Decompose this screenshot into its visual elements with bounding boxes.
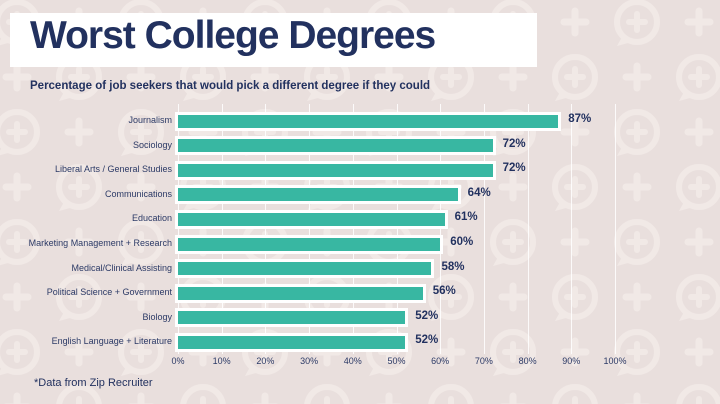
x-tick-label: 90% [562, 356, 581, 366]
bar-value: 56% [432, 285, 456, 298]
bar-value: 64% [467, 186, 491, 199]
bar-value: 72% [502, 137, 526, 150]
bar [178, 237, 441, 251]
bar-value: 87% [568, 113, 592, 125]
bar [178, 311, 406, 325]
gridline [440, 104, 442, 354]
gridline [265, 104, 267, 354]
bar-value: 72% [502, 162, 526, 175]
bar [178, 139, 493, 153]
bar-label: Marketing Management + Research [28, 238, 172, 248]
x-tick-label: 30% [300, 356, 319, 366]
gridline [221, 104, 223, 354]
bar-label: Sociology [132, 139, 172, 150]
gridline [483, 104, 485, 354]
bar-value: 60% [450, 236, 474, 248]
x-tick-label: 100% [603, 356, 627, 366]
bar-value: 52% [415, 334, 439, 347]
bar-label: Medical/Clinical Assisting [71, 262, 172, 273]
x-tick-label: 80% [518, 356, 537, 366]
gridline [615, 104, 616, 354]
gridline [571, 104, 573, 354]
bar-value: 61% [454, 211, 478, 224]
x-tick-label: 0% [171, 356, 185, 366]
bar [178, 163, 493, 177]
x-tick-label: 70% [474, 356, 493, 366]
gridline [527, 104, 529, 354]
bar [178, 212, 445, 226]
bar-label: English Language + Literature [51, 336, 172, 347]
x-tick-label: 40% [343, 356, 362, 366]
bar-value: 58% [441, 260, 465, 273]
x-tick-label: 10% [212, 356, 231, 366]
x-tick-label: 50% [387, 356, 406, 366]
x-tick-label: 60% [431, 356, 450, 366]
bar-value: 52% [415, 309, 439, 322]
bar-label: Education [131, 213, 172, 224]
gridline [309, 104, 311, 354]
gridline [396, 104, 398, 354]
gridline [352, 104, 354, 354]
source-footnote: *Data from Zip Recruiter [34, 377, 153, 389]
bar-label: Communications [104, 188, 172, 199]
bar-label: Political Science + Government [46, 287, 172, 298]
title-highlight-block [10, 13, 537, 67]
bar-label: Journalism [128, 115, 172, 125]
bar-label: Biology [142, 311, 172, 322]
page-title: Worst College Degrees [30, 14, 436, 57]
x-tick-label: 20% [256, 356, 275, 366]
page-subtitle: Percentage of job seekers that would pic… [30, 80, 431, 92]
bar [178, 188, 458, 202]
bar-label: Liberal Arts / General Studies [54, 164, 172, 175]
bar [178, 114, 559, 128]
bar [178, 286, 423, 300]
bar [178, 262, 432, 276]
gridline [178, 104, 179, 354]
bar [178, 335, 406, 349]
